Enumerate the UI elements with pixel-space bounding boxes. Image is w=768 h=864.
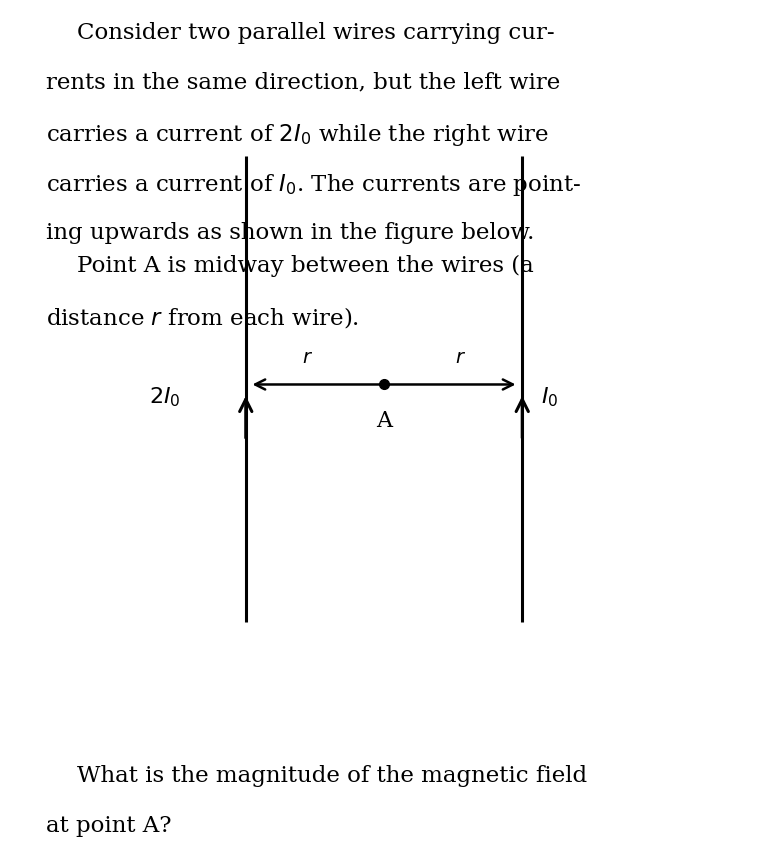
Text: What is the magnitude of the magnetic field: What is the magnitude of the magnetic fi… [77,765,587,786]
Text: ing upwards as shown in the figure below.: ing upwards as shown in the figure below… [46,222,535,244]
Text: carries a current of $I_0$. The currents are point-: carries a current of $I_0$. The currents… [46,172,581,198]
Text: A: A [376,410,392,432]
Text: rents in the same direction, but the left wire: rents in the same direction, but the lef… [46,72,561,93]
Text: distance $r$ from each wire).: distance $r$ from each wire). [46,305,359,330]
Text: Point A is midway between the wires (a: Point A is midway between the wires (a [77,255,534,277]
Text: Consider two parallel wires carrying cur-: Consider two parallel wires carrying cur… [77,22,554,43]
Text: $2I_0$: $2I_0$ [149,385,180,410]
Text: at point A?: at point A? [46,815,171,836]
Text: $r$: $r$ [302,349,313,367]
Text: $r$: $r$ [455,349,466,367]
Text: carries a current of $2I_0$ while the right wire: carries a current of $2I_0$ while the ri… [46,122,549,148]
Text: $I_0$: $I_0$ [541,385,559,410]
